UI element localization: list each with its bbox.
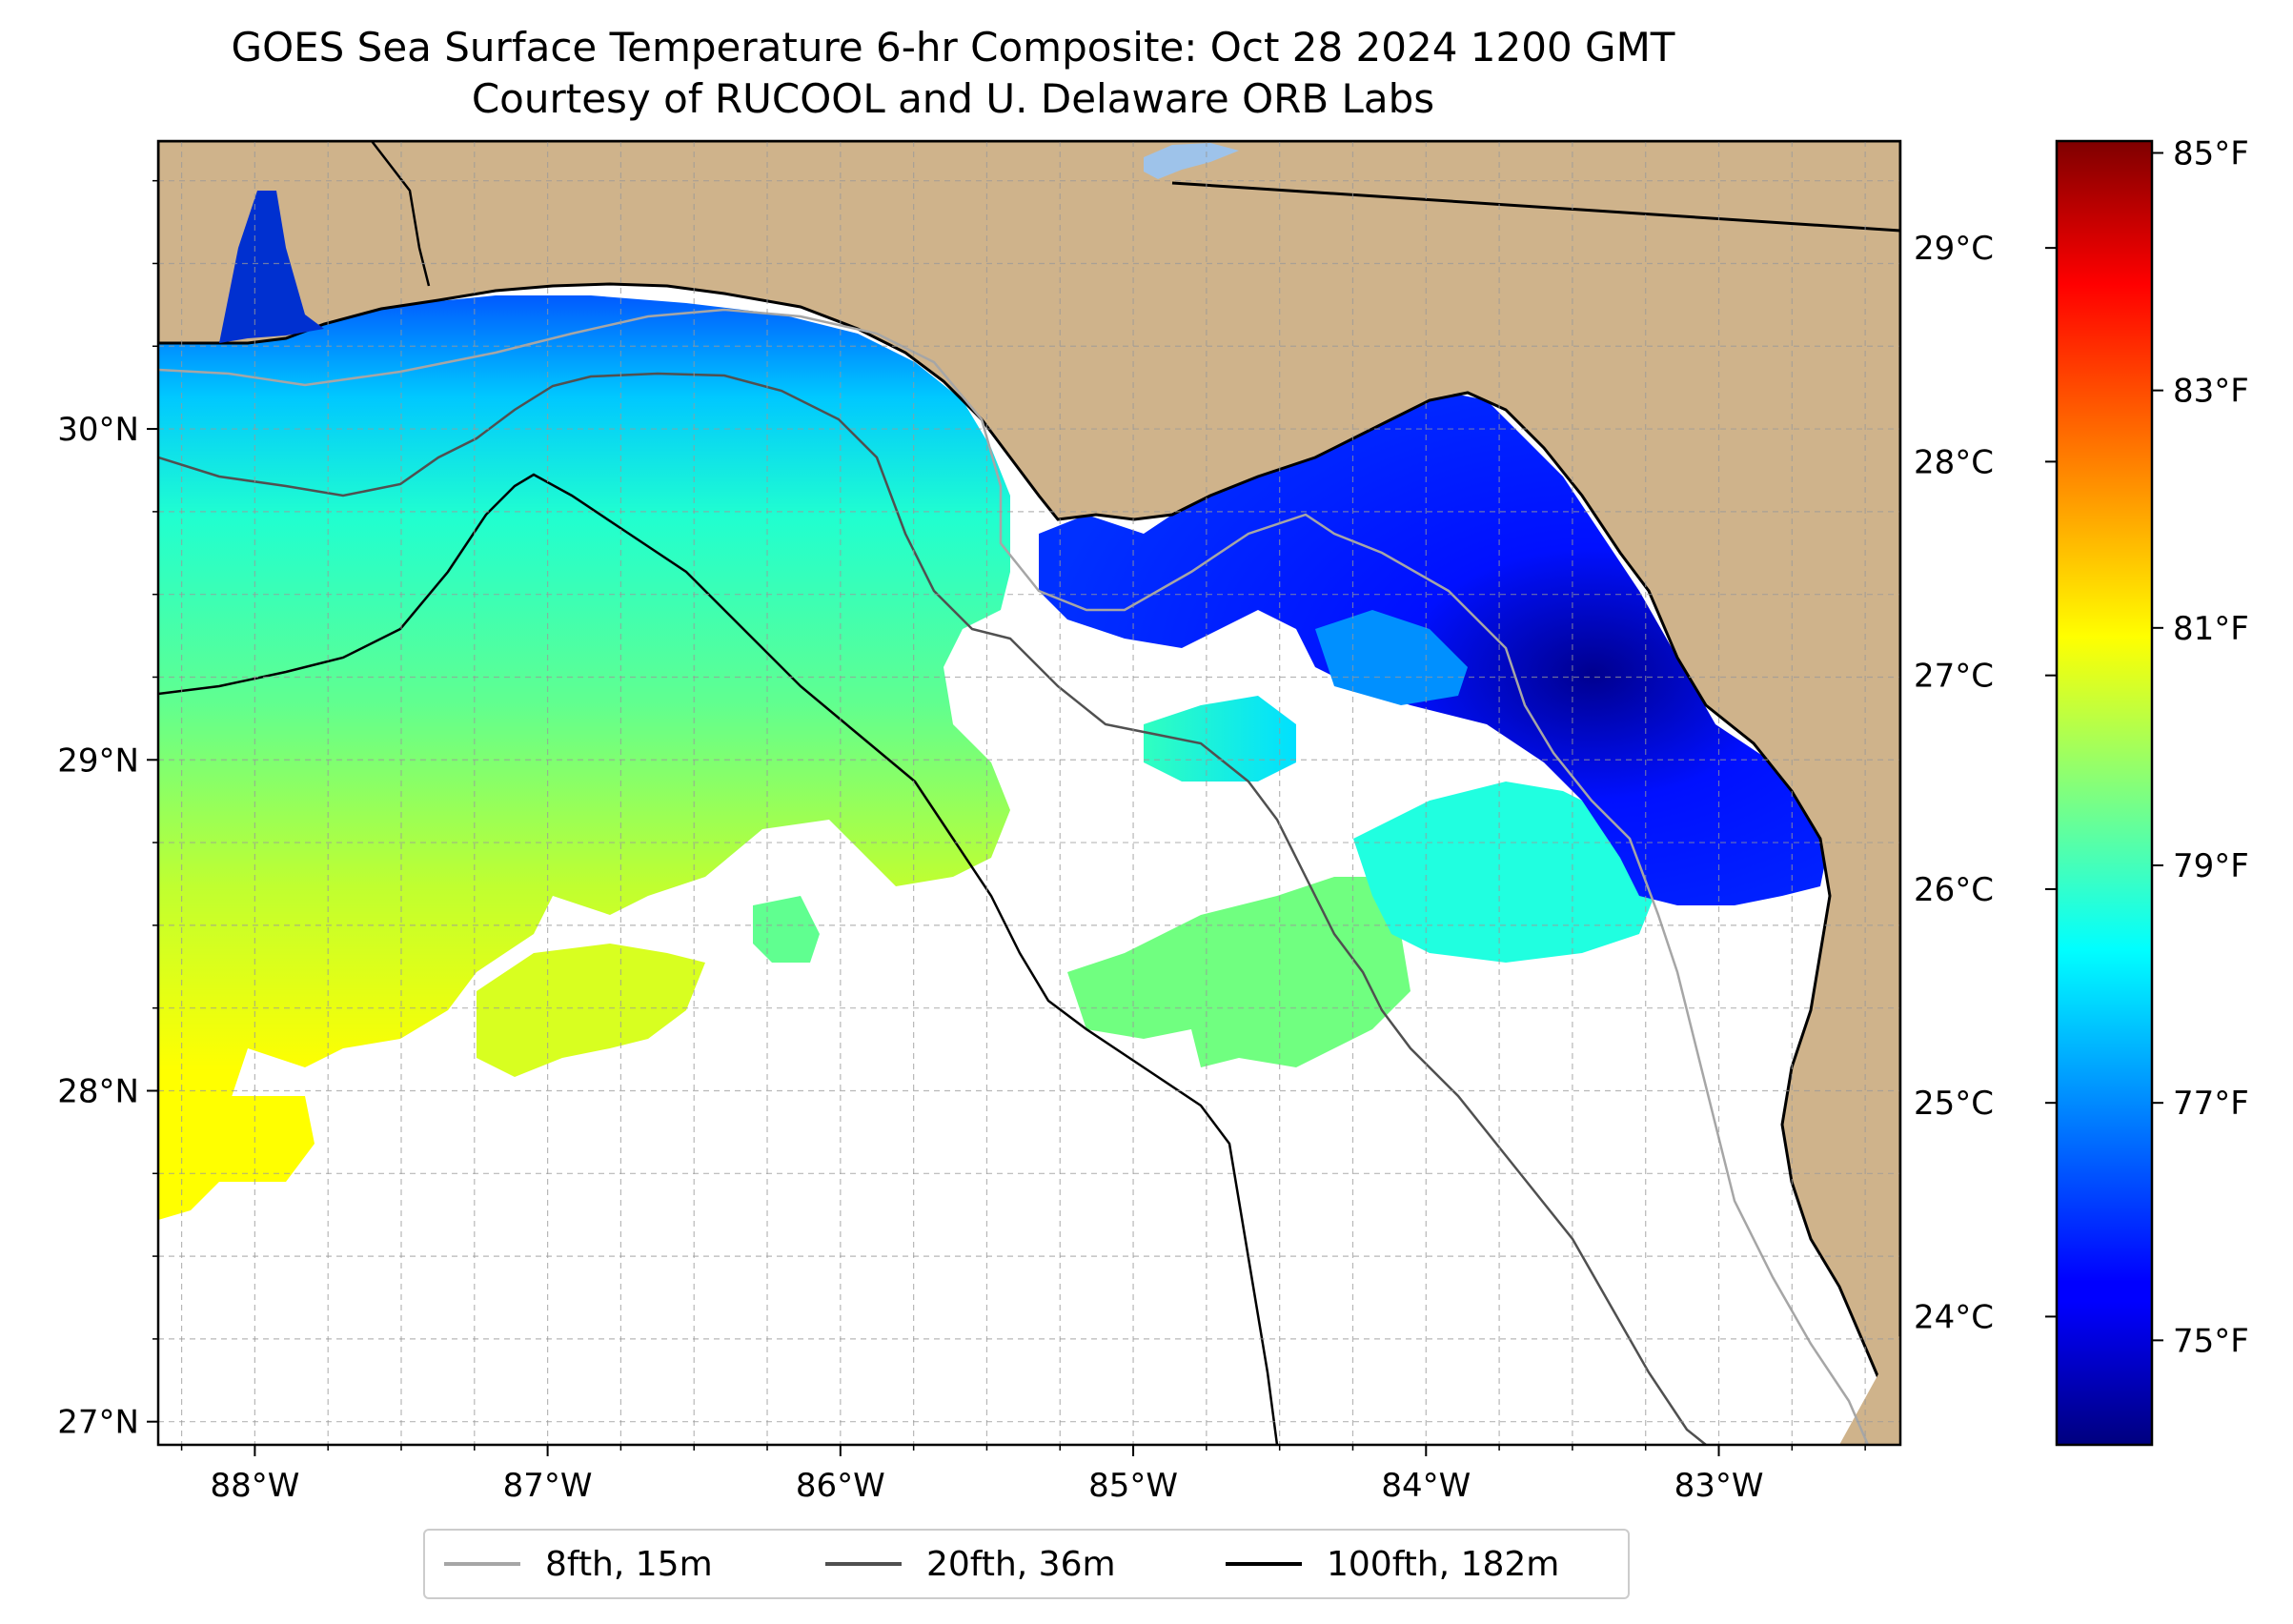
sst-region-west	[158, 286, 1010, 1210]
colorbar-celsius-label: 29°C	[1914, 230, 1994, 268]
legend-item-100fth: 100fth, 182m	[1226, 1531, 1559, 1597]
contour-8fth	[158, 308, 1870, 1445]
lat-tick-label: 27°N	[57, 1404, 139, 1442]
colorbar-celsius-label: 26°C	[1914, 871, 1994, 909]
contour-20fth	[158, 372, 1707, 1445]
colorbar-fahrenheit-label: 83°F	[2173, 373, 2249, 411]
colorbar-fahrenheit-ticks: 85°F 83°F 81°F 79°F 77°F 75°F	[2152, 134, 2249, 1360]
legend-swatch-100fth	[1226, 1562, 1302, 1566]
legend-label-8fth: 8fth, 15m	[545, 1544, 713, 1584]
colorbar-celsius-ticks: 29°C 28°C 27°C 26°C 25°C 24°C	[1914, 230, 2057, 1336]
sst-region-east-cyan	[1144, 696, 1296, 782]
colorbar-celsius-label: 28°C	[1914, 443, 1994, 481]
colorbar-fahrenheit-label: 85°F	[2173, 134, 2249, 173]
contour-100fth	[158, 473, 1279, 1445]
state-boundary	[1171, 181, 1900, 233]
sst-region-mid-west	[753, 896, 820, 963]
map-frame	[156, 139, 1902, 1447]
legend-label-100fth: 100fth, 182m	[1327, 1544, 1560, 1584]
colorbar-celsius-label: 27°C	[1914, 658, 1994, 696]
contour-legend: 8fth, 15m 20fth, 36m 100fth, 182m	[423, 1529, 1630, 1599]
legend-item-8fth: 8fth, 15m	[444, 1531, 713, 1597]
lon-tick-label: 84°W	[1381, 1467, 1471, 1505]
map-title: GOES Sea Surface Temperature 6-hr Compos…	[231, 24, 1675, 71]
longitude-labels: 88°W 87°W 86°W 85°W 84°W 83°W	[180, 1445, 1866, 1505]
colorbar-fahrenheit-label: 81°F	[2173, 610, 2249, 648]
lon-tick-label: 87°W	[503, 1467, 593, 1505]
sst-region-east-shelf	[1353, 782, 1658, 963]
lon-tick-label: 85°W	[1088, 1467, 1178, 1505]
mobile-bay	[219, 191, 324, 343]
latitude-labels: 30°N 29°N 28°N 27°N	[57, 179, 158, 1442]
colorbar-celsius-label: 25°C	[1914, 1085, 1994, 1123]
map-subtitle: Courtesy of RUCOOL and U. Delaware ORB L…	[471, 75, 1435, 122]
lat-tick-label: 30°N	[57, 411, 139, 449]
land-east-peninsula-cover	[1839, 1334, 1900, 1445]
lon-tick-label: 88°W	[210, 1467, 299, 1505]
legend-swatch-20fth	[825, 1562, 902, 1566]
map-area	[158, 141, 1900, 1445]
legend-item-20fth: 20fth, 36m	[825, 1531, 1116, 1597]
colorbar-fahrenheit-label: 75°F	[2173, 1322, 2249, 1360]
colorbar-fahrenheit-label: 79°F	[2173, 847, 2249, 885]
colorbar-fahrenheit-label: 77°F	[2173, 1085, 2249, 1123]
colorbar-celsius-label: 24°C	[1914, 1298, 1994, 1336]
legend-swatch-8fth	[444, 1562, 520, 1566]
sst-region-mid-south	[1067, 877, 1410, 1067]
inland-lake	[1144, 143, 1239, 179]
colorbar	[2055, 139, 2154, 1447]
legend-label-20fth: 20fth, 36m	[926, 1544, 1116, 1584]
state-boundary-al-fl	[371, 141, 431, 287]
lon-tick-label: 83°W	[1674, 1467, 1764, 1505]
sst-region-south-patch	[477, 944, 705, 1077]
sst-region-far-south	[158, 1086, 315, 1220]
grid-lines	[158, 141, 1900, 1445]
lon-tick-label: 86°W	[796, 1467, 885, 1505]
lat-tick-label: 28°N	[57, 1072, 139, 1110]
lat-tick-label: 29°N	[57, 741, 139, 780]
